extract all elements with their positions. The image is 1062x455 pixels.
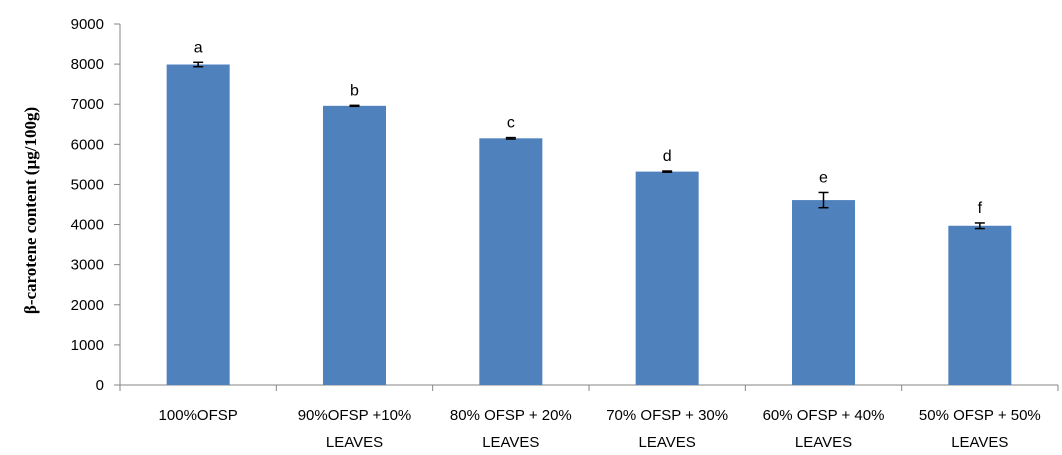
x-tick-label-line: 50% OFSP + 50% [919,407,1041,424]
x-tick-label: 100%OFSP [159,407,238,424]
bar [792,200,855,385]
bar [166,64,230,386]
x-tick-label: 60% OFSP + 40% LEAVES [763,407,885,451]
x-tick-label-line: LEAVES [639,434,696,451]
y-tick-label: 7000 [71,96,104,113]
significance-letters: a b c d e f [194,39,983,217]
significance-letter: f [978,200,983,217]
bar [635,171,699,385]
significance-letter: d [663,148,672,165]
x-tick-label-line: 60% OFSP + 40% [763,407,885,424]
significance-letter: a [194,39,203,56]
significance-letter: e [819,169,828,186]
y-axis-title: β-carotene content (µg/100g) [21,107,40,314]
y-tick-label: 9000 [71,16,104,33]
y-tick-label: 8000 [71,56,104,73]
y-tick-label: 3000 [71,257,104,274]
error-bars [193,61,985,230]
x-tick-label-line: 100%OFSP [159,407,238,424]
axes [119,24,1059,391]
x-tick-label-line: 90%OFSP +10% [298,407,412,424]
y-tick-label: 0 [96,377,104,394]
x-tick-label: 80% OFSP + 20% LEAVES [450,407,572,451]
x-tick-label-line: LEAVES [326,434,383,451]
x-tick-label-line: 80% OFSP + 20% [450,407,572,424]
y-tick-label: 2000 [71,297,104,314]
y-tick-label: 1000 [71,337,104,354]
x-tick-label: 50% OFSP + 50% LEAVES [919,407,1041,451]
bar [323,105,386,386]
y-tick-label: 4000 [71,217,104,234]
y-axis-title-group: β-carotene content (µg/100g) [21,107,40,314]
x-tick-label: 90%OFSP +10% LEAVES [298,407,412,451]
x-tick-label-line: 70% OFSP + 30% [606,407,728,424]
x-tick-label: 70% OFSP + 30% LEAVES [606,407,728,451]
x-tick-label-line: LEAVES [951,434,1008,451]
bar [948,225,1012,385]
significance-letter: b [350,82,359,99]
y-tick-label: 6000 [71,136,104,153]
y-ticks: 0 1000 2000 3000 4000 5000 6000 7000 8000 9000 [71,16,120,394]
y-tick-label: 5000 [71,176,104,193]
x-tick-label-line: LEAVES [482,434,539,451]
bar [479,138,543,385]
x-tick-label-line: LEAVES [795,434,852,451]
significance-letter: c [507,115,515,132]
bars [166,64,1012,386]
